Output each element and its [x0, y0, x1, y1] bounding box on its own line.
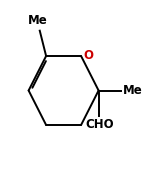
Text: CHO: CHO: [86, 118, 114, 131]
Text: Me: Me: [122, 84, 142, 97]
Text: Me: Me: [28, 14, 48, 27]
Text: O: O: [83, 49, 93, 62]
